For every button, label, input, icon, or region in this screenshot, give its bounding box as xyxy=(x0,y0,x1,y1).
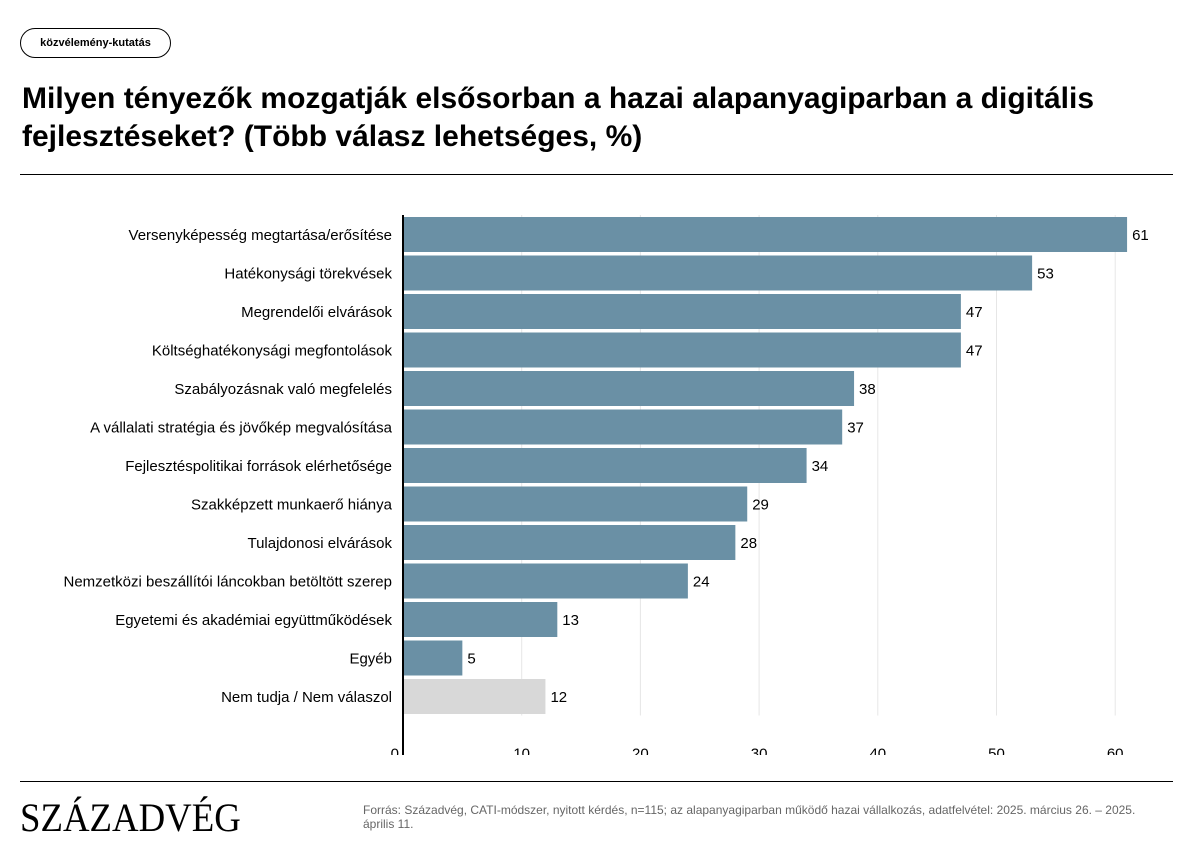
bar xyxy=(403,679,546,714)
value-label: 47 xyxy=(966,343,983,360)
value-label: 61 xyxy=(1132,227,1149,244)
value-label: 34 xyxy=(812,458,829,475)
bar xyxy=(403,255,1033,291)
brand-logo: SZÁZADVÉG xyxy=(20,795,241,840)
category-tag: közvélemény-kutatás xyxy=(20,28,171,58)
source-note: Forrás: Századvég, CATI-módszer, nyitott… xyxy=(363,803,1136,831)
x-tick-label: 20 xyxy=(632,746,649,756)
page-title: Milyen tényezők mozgatják elsősorban a h… xyxy=(22,82,1095,153)
bar xyxy=(403,640,463,676)
bar xyxy=(403,563,688,599)
bar-chart: Versenyképesség megtartása/erősítése 61 Ha… xyxy=(63,215,1149,756)
category-label: A vállalati stratégia és jövőkép megvaló… xyxy=(90,420,392,437)
category-label: Szakképzett munkaerő hiánya xyxy=(191,497,393,514)
x-tick-label: 40 xyxy=(869,746,886,756)
value-label: 24 xyxy=(693,574,710,591)
x-tick-label: 10 xyxy=(513,746,530,756)
value-label: 5 xyxy=(467,651,475,668)
x-tick-label: 30 xyxy=(751,746,768,756)
category-label: Megrendelői elvárások xyxy=(241,304,392,321)
bar xyxy=(403,525,736,560)
value-label: 29 xyxy=(752,497,769,514)
category-label: Költséghatékonysági megfontolások xyxy=(152,343,393,360)
x-tick-label: 60 xyxy=(1107,746,1124,756)
category-label: Nem tudja / Nem válaszol xyxy=(221,689,392,706)
x-tick-label: 0 xyxy=(391,746,399,756)
title-divider xyxy=(20,174,1173,175)
category-label: Egyetemi és akadémiai együttműködések xyxy=(115,612,392,629)
category-label: Fejlesztéspolitikai források elérhetőség… xyxy=(125,458,392,475)
category-label: Versenyképesség megtartása/erősítése xyxy=(129,227,392,244)
value-label: 37 xyxy=(847,420,864,437)
bar xyxy=(403,486,748,522)
bar xyxy=(403,294,961,329)
category-label: Hatékonysági törekvések xyxy=(224,266,392,283)
bar xyxy=(403,602,558,637)
bar xyxy=(403,332,961,368)
category-label: Tulajdonosi elvárások xyxy=(247,535,392,552)
category-label: Egyéb xyxy=(349,651,392,668)
value-label: 53 xyxy=(1037,266,1054,283)
bar xyxy=(403,409,843,445)
category-label: Nemzetközi beszállítói láncokban betöltö… xyxy=(63,574,392,591)
bar xyxy=(403,448,807,483)
value-label: 28 xyxy=(740,535,757,552)
value-label: 13 xyxy=(562,612,579,629)
bar xyxy=(403,371,855,406)
value-label: 47 xyxy=(966,304,983,321)
bar xyxy=(403,217,1128,252)
footer-divider xyxy=(20,781,1173,782)
value-label: 12 xyxy=(550,689,567,706)
category-label: Szabályozásnak való megfelelés xyxy=(174,381,392,398)
x-tick-label: 50 xyxy=(988,746,1005,756)
value-label: 38 xyxy=(859,381,876,398)
